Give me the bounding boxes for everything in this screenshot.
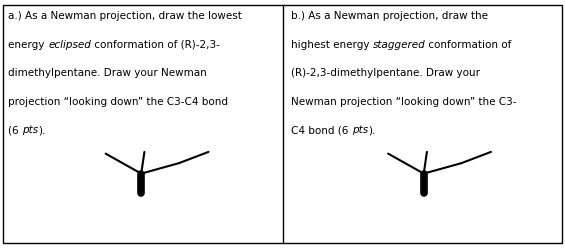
Text: ).: ). [368,125,375,135]
Text: staggered: staggered [373,40,425,50]
Text: pts: pts [23,125,38,135]
Text: projection “looking down” the C3-C4 bond: projection “looking down” the C3-C4 bond [8,97,228,107]
Text: conformation of: conformation of [425,40,512,50]
Text: ).: ). [38,125,46,135]
Text: highest energy: highest energy [291,40,373,50]
Text: Newman projection “looking down” the C3-: Newman projection “looking down” the C3- [291,97,516,107]
Text: eclipsed: eclipsed [48,40,91,50]
Text: C4 bond (6: C4 bond (6 [291,125,351,135]
Text: energy: energy [8,40,48,50]
Text: pts: pts [351,125,368,135]
Text: conformation of (R)-2,3-: conformation of (R)-2,3- [91,40,220,50]
Text: (R)-2,3-dimethylpentane. Draw your: (R)-2,3-dimethylpentane. Draw your [291,68,480,78]
Text: (6: (6 [8,125,23,135]
Text: dimethylpentane. Draw your Newman: dimethylpentane. Draw your Newman [8,68,207,78]
Text: a.) As a Newman projection, draw the lowest: a.) As a Newman projection, draw the low… [8,11,242,21]
Text: b.) As a Newman projection, draw the: b.) As a Newman projection, draw the [291,11,488,21]
